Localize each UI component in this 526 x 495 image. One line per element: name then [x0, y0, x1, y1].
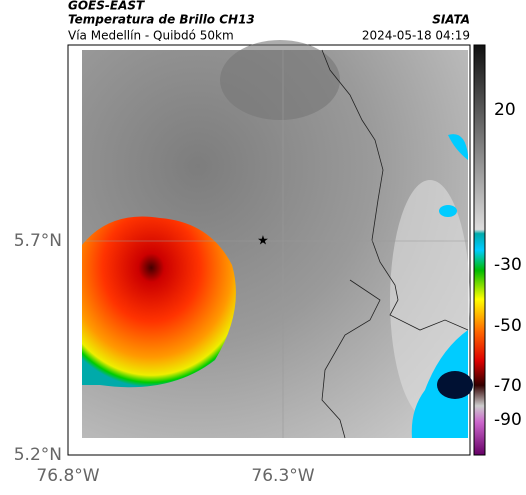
colorbar-tick-label: 20: [494, 100, 516, 120]
satellite: GOES-EAST: [68, 0, 145, 13]
colorbar-tick-label: -70: [494, 376, 522, 396]
timestamp: 2024-05-18 04:19: [362, 29, 470, 43]
colorbar-tick-label: -30: [494, 255, 522, 275]
border: [321, 49, 469, 331]
lon-label: 76.3°W: [251, 466, 314, 486]
route: Vía Medellín - Quibdó 50km: [68, 29, 234, 43]
lat-label: 5.7°N: [14, 231, 62, 251]
city-marker: ★: [257, 234, 269, 249]
lat-label: 5.2°N: [14, 445, 62, 465]
product: Temperatura de Brillo CH13: [68, 13, 255, 27]
lon-label: 76.8°W: [36, 466, 99, 486]
cold-core: [437, 371, 473, 399]
cold-cloud: [439, 205, 457, 217]
colorbar-tick-label: -90: [494, 410, 522, 430]
source: SIATA: [432, 13, 470, 27]
cloud: [220, 40, 340, 120]
storm-cell: [82, 216, 236, 388]
cold-cloud: [448, 134, 468, 160]
colorbar-tick-label: -50: [494, 316, 522, 336]
coast: [321, 279, 381, 439]
colorbar: [473, 44, 486, 456]
